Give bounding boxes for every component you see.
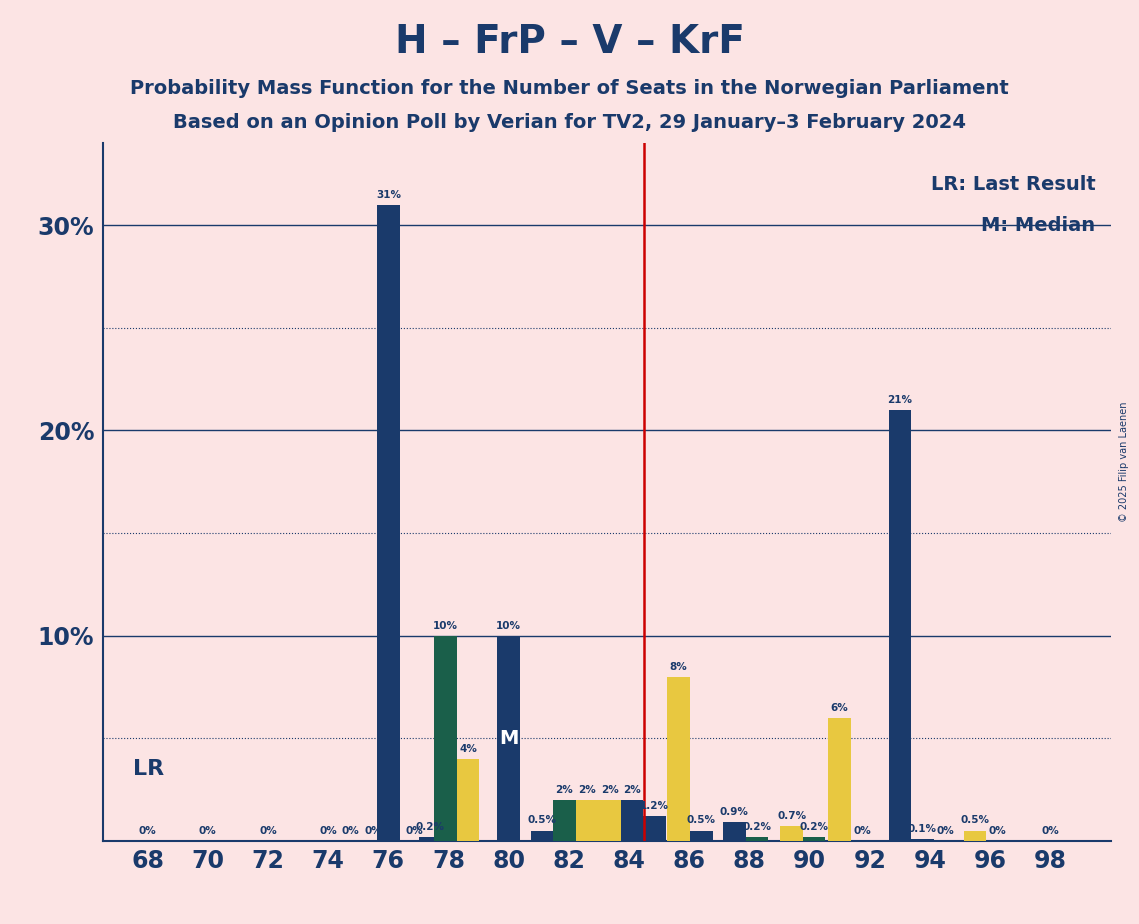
Text: 0%: 0% — [383, 826, 400, 835]
Text: 0%: 0% — [853, 826, 871, 835]
Bar — [667, 676, 690, 841]
Text: 2%: 2% — [556, 784, 573, 795]
Bar — [828, 718, 851, 841]
Bar — [690, 831, 713, 841]
Text: 0%: 0% — [319, 826, 337, 835]
Text: 0%: 0% — [405, 826, 423, 835]
Text: 0.1%: 0.1% — [908, 823, 937, 833]
Text: 0%: 0% — [936, 826, 953, 835]
Bar — [554, 800, 575, 841]
Bar — [621, 800, 644, 841]
Text: 0.2%: 0.2% — [800, 821, 829, 832]
Text: 0%: 0% — [342, 826, 360, 835]
Text: H – FrP – V – KrF: H – FrP – V – KrF — [394, 23, 745, 61]
Text: 0%: 0% — [364, 826, 383, 835]
Text: 6%: 6% — [830, 702, 849, 712]
Text: 0.5%: 0.5% — [960, 816, 990, 825]
Text: 0.2%: 0.2% — [416, 821, 445, 832]
Text: 10%: 10% — [497, 621, 522, 630]
Bar — [780, 826, 803, 841]
Bar — [598, 800, 621, 841]
Text: Based on an Opinion Poll by Verian for TV2, 29 January–3 February 2024: Based on an Opinion Poll by Verian for T… — [173, 113, 966, 132]
Text: 0%: 0% — [199, 826, 216, 835]
Bar — [803, 837, 826, 841]
Text: 0.5%: 0.5% — [527, 816, 556, 825]
Bar — [964, 831, 986, 841]
Text: 4%: 4% — [459, 744, 477, 754]
Text: 2%: 2% — [579, 784, 596, 795]
Text: 21%: 21% — [887, 395, 912, 405]
Text: LR: Last Result: LR: Last Result — [931, 175, 1096, 194]
Text: 0%: 0% — [1041, 826, 1059, 835]
Bar — [434, 636, 457, 841]
Text: 0%: 0% — [139, 826, 156, 835]
Bar — [575, 800, 598, 841]
Bar — [457, 759, 480, 841]
Text: 0.7%: 0.7% — [777, 811, 806, 821]
Text: © 2025 Filip van Laenen: © 2025 Filip van Laenen — [1120, 402, 1129, 522]
Text: LR: LR — [132, 759, 164, 779]
Text: Probability Mass Function for the Number of Seats in the Norwegian Parliament: Probability Mass Function for the Number… — [130, 79, 1009, 98]
Bar — [419, 837, 442, 841]
Text: 1.2%: 1.2% — [640, 801, 669, 811]
Text: 8%: 8% — [670, 662, 688, 672]
Bar — [377, 205, 400, 841]
Text: M: Median: M: Median — [982, 216, 1096, 236]
Text: M: M — [499, 729, 518, 748]
Bar — [746, 837, 768, 841]
Text: 0.9%: 0.9% — [720, 808, 748, 817]
Bar — [911, 839, 934, 841]
Text: 2%: 2% — [623, 784, 641, 795]
Bar — [531, 831, 554, 841]
Bar — [723, 822, 746, 841]
Text: 0.2%: 0.2% — [743, 821, 771, 832]
Text: 10%: 10% — [433, 621, 458, 630]
Text: 31%: 31% — [376, 189, 401, 200]
Text: 0.5%: 0.5% — [687, 816, 715, 825]
Text: 0%: 0% — [989, 826, 1007, 835]
Bar — [644, 816, 666, 841]
Text: 0%: 0% — [260, 826, 277, 835]
Bar — [498, 636, 521, 841]
Bar — [888, 410, 911, 841]
Text: 2%: 2% — [600, 784, 618, 795]
